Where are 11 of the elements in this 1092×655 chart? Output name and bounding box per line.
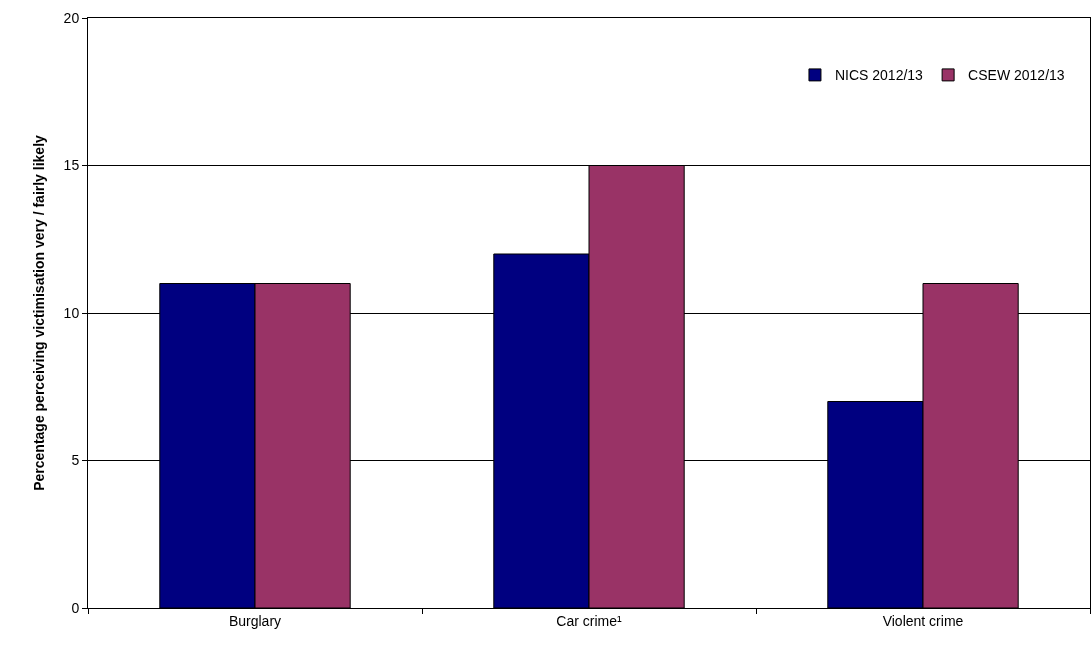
y-tick-label: 15 bbox=[63, 157, 80, 174]
x-tick-label: Car crime¹ bbox=[556, 612, 622, 629]
legend-label: NICS 2012/13 bbox=[834, 67, 924, 84]
y-tick-label: 10 bbox=[63, 304, 80, 321]
x-tick-label: Burglary bbox=[228, 612, 282, 629]
x-tick-label: Violent crime bbox=[882, 612, 964, 629]
y-tick-label: 5 bbox=[71, 452, 80, 469]
y-axis-title: Percentage perceiving victimisation very / fairly likely bbox=[31, 134, 48, 491]
legend-label: CSEW 2012/13 bbox=[968, 67, 1065, 84]
y-tick-label: 0 bbox=[71, 599, 80, 616]
y-tick-label: 20 bbox=[63, 9, 80, 26]
